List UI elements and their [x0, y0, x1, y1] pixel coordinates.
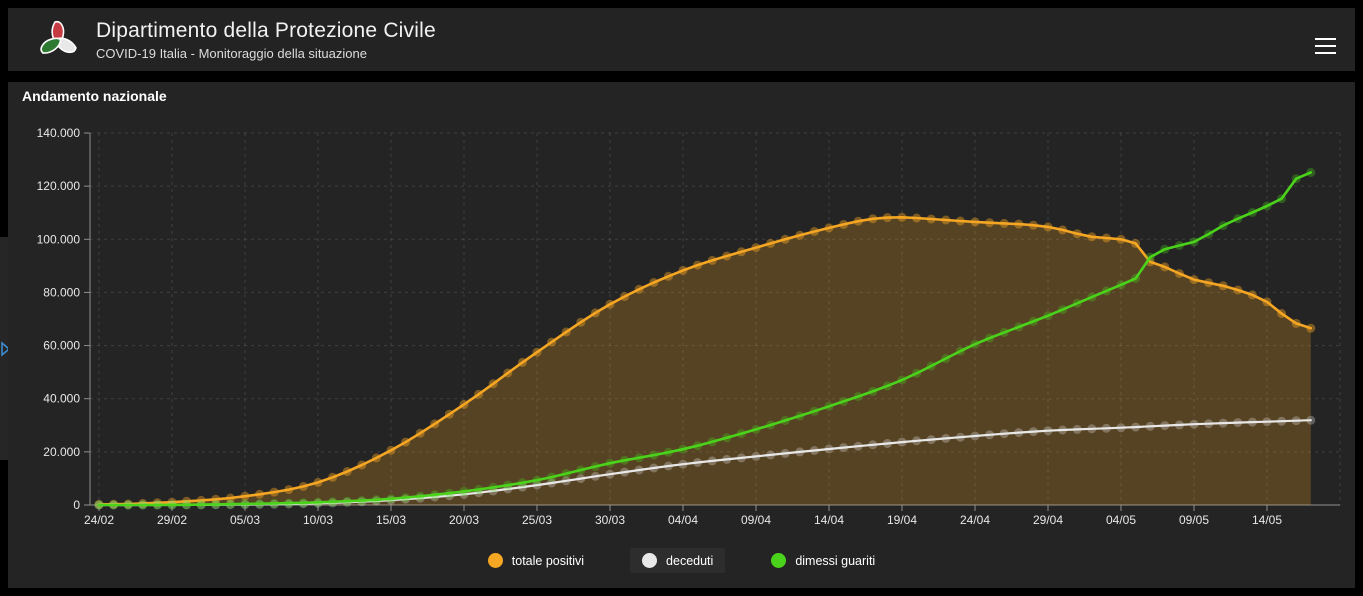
x-axis-label: 04/05: [1106, 513, 1136, 527]
x-axis-label: 24/04: [960, 513, 990, 527]
chart-title: Andamento nazionale: [22, 88, 167, 104]
y-axis-label: 80.000: [43, 285, 80, 299]
x-axis-label: 24/02: [84, 513, 114, 527]
y-axis-label: 20.000: [43, 445, 80, 459]
x-axis-label: 29/04: [1033, 513, 1063, 527]
legend-item-totale-positivi[interactable]: totale positivi: [476, 548, 596, 573]
legend-label: totale positivi: [511, 553, 585, 568]
legend-dot-deceduti: [642, 553, 658, 568]
y-axis-label: 40.000: [43, 392, 80, 406]
protezione-civile-logo-icon: [32, 13, 84, 67]
legend-label: deceduti: [666, 553, 714, 568]
series-line-totale-positivi: [97, 216, 1313, 506]
header-text: Dipartimento della Protezione Civile COV…: [96, 18, 436, 61]
series-dimessi-guariti: [94, 167, 1316, 510]
x-axis-label: 10/03: [303, 513, 333, 527]
hamburger-icon: [1315, 44, 1336, 48]
y-axis-label: 120.000: [37, 179, 81, 193]
x-axis-label: 29/02: [157, 513, 187, 527]
hamburger-menu-button[interactable]: [1315, 36, 1337, 56]
legend-dot-dimessi-guariti: [771, 553, 787, 568]
expand-sidebar-button[interactable]: [0, 237, 11, 460]
x-axis-label: 04/04: [668, 513, 698, 527]
series-line-dimessi-guariti: [97, 171, 1313, 507]
legend-label: dimessi guariti: [795, 553, 876, 568]
x-axis-label: 25/03: [522, 513, 552, 527]
chart-axes: 0 20.000 40.000 60.000 80.000 100.000 120.000 1…: [37, 126, 1340, 527]
x-axis-label: 09/04: [741, 513, 771, 527]
x-axis-label: 14/05: [1252, 513, 1282, 527]
legend-item-dimessi-guariti[interactable]: dimessi guariti: [759, 548, 887, 573]
x-axis-label: 05/03: [230, 513, 260, 527]
y-axis-label: 140.000: [37, 126, 81, 140]
header-title: Dipartimento della Protezione Civile: [96, 19, 436, 42]
y-axis-label: 60.000: [43, 339, 80, 353]
chevron-right-icon: [1, 340, 11, 357]
chart-legend: totale positivi deceduti dimessi guariti: [8, 548, 1355, 573]
andamento-nazionale-chart[interactable]: 0 20.000 40.000 60.000 80.000 100.000 120.000 1…: [14, 120, 1354, 540]
chart-gridlines: [90, 132, 1341, 505]
hamburger-icon: [1315, 51, 1336, 55]
series-totale-positivi: [94, 212, 1316, 509]
legend-item-deceduti[interactable]: deceduti: [630, 548, 726, 573]
x-axis-label: 09/05: [1179, 513, 1209, 527]
x-axis-label: 19/04: [887, 513, 917, 527]
x-axis-label: 14/04: [814, 513, 844, 527]
x-axis-label: 20/03: [449, 513, 479, 527]
legend-dot-totale-positivi: [487, 553, 503, 568]
y-axis-label: 100.000: [37, 232, 81, 246]
x-axis-label: 15/03: [376, 513, 406, 527]
x-axis-label: 30/03: [595, 513, 625, 527]
hamburger-icon: [1315, 37, 1336, 41]
app-header: Dipartimento della Protezione Civile COV…: [8, 8, 1355, 71]
header-subtitle: COVID-19 Italia - Monitoraggio della sit…: [96, 46, 367, 61]
y-axis-label: 0: [73, 498, 80, 512]
main-panel: Andamento nazionale 0 20.000 40.000 60.000 8…: [8, 82, 1355, 588]
